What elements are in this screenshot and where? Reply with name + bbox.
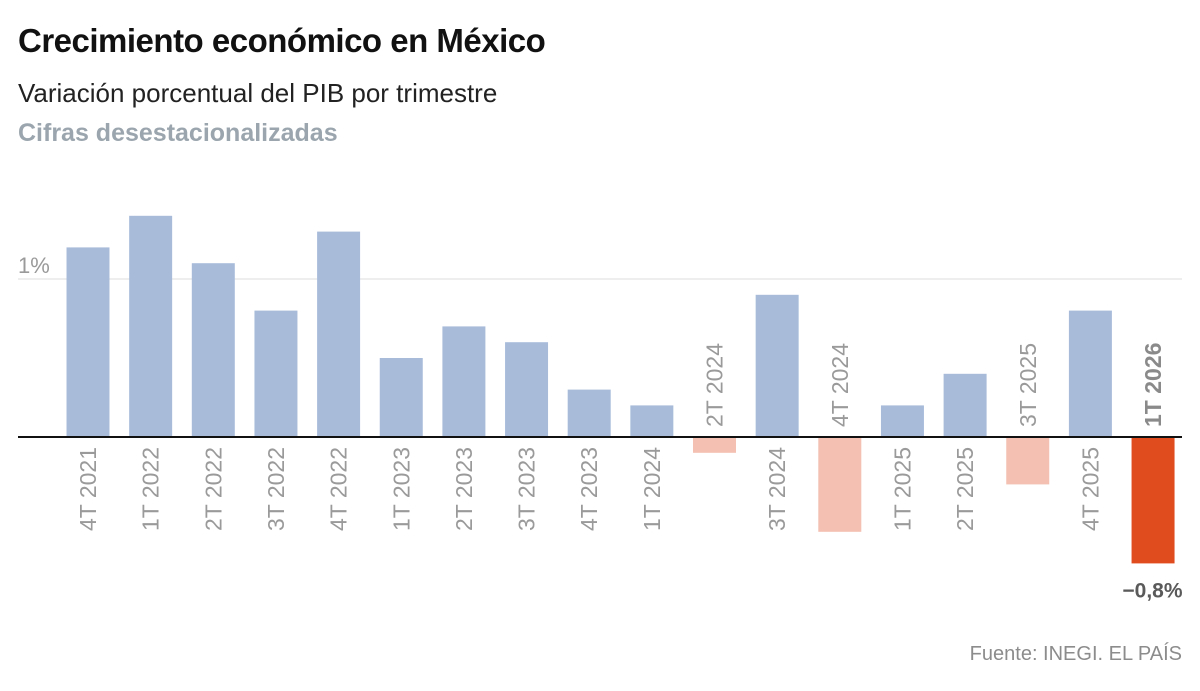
bar-4t-2023: [567, 389, 611, 437]
category-label: 1T 2022: [138, 447, 164, 531]
y-tick-label: 1%: [18, 253, 50, 278]
category-label: 2T 2022: [200, 447, 226, 531]
chart-note: Cifras desestacionalizadas: [18, 119, 338, 147]
category-label: 1T 2026: [1140, 343, 1166, 427]
category-label: 4T 2023: [576, 447, 602, 531]
bar-2t-2025: [943, 373, 987, 437]
bar-3t-2025: [1006, 437, 1050, 485]
bar-1t-2026: [1131, 437, 1175, 564]
bar-2t-2022: [191, 263, 235, 437]
chart-subtitle: Variación porcentual del PIB por trimest…: [18, 78, 498, 108]
bar-1t-2024: [630, 405, 674, 437]
category-label: 3T 2024: [764, 447, 790, 531]
bar-1t-2025: [880, 405, 924, 437]
category-label: 2T 2025: [952, 447, 978, 531]
category-label: 4T 2025: [1077, 447, 1103, 531]
bar-4t-2022: [317, 231, 361, 437]
category-label: 3T 2022: [263, 447, 289, 531]
bar-3t-2023: [505, 342, 549, 437]
category-label: 4T 2024: [827, 343, 853, 427]
category-label: 3T 2025: [1015, 343, 1041, 427]
bar-4t-2021: [66, 247, 110, 437]
category-labels: 4T 2021 1T 2022 2T 2022 3T 2022 4T 2022 1T 20…: [75, 343, 1166, 531]
category-label: 4T 2022: [326, 447, 352, 531]
category-label: 2T 2024: [702, 343, 728, 427]
chart-title: Crecimiento económico en México: [18, 22, 546, 59]
bar-4t-2025: [1068, 310, 1112, 437]
source-note: Fuente: INEGI. EL PAÍS: [969, 643, 1182, 665]
category-label: 1T 2025: [889, 447, 915, 531]
bar-3t-2024: [755, 294, 799, 437]
category-label: 1T 2023: [388, 447, 414, 531]
bar-3t-2022: [254, 310, 298, 437]
category-label: 4T 2021: [75, 447, 101, 531]
bar-4t-2024: [818, 437, 862, 532]
bar-1t-2022: [129, 215, 173, 437]
category-label: 3T 2023: [514, 447, 540, 531]
data-label-value: −0,8%: [1122, 579, 1182, 602]
bars: [66, 215, 1175, 564]
bar-2t-2023: [442, 326, 486, 437]
category-label: 2T 2023: [451, 447, 477, 531]
data-labels: −0,8%: [1122, 579, 1182, 602]
bar-2t-2024: [693, 437, 736, 453]
bar-1t-2023: [379, 358, 423, 437]
category-label: 1T 2024: [639, 447, 665, 531]
